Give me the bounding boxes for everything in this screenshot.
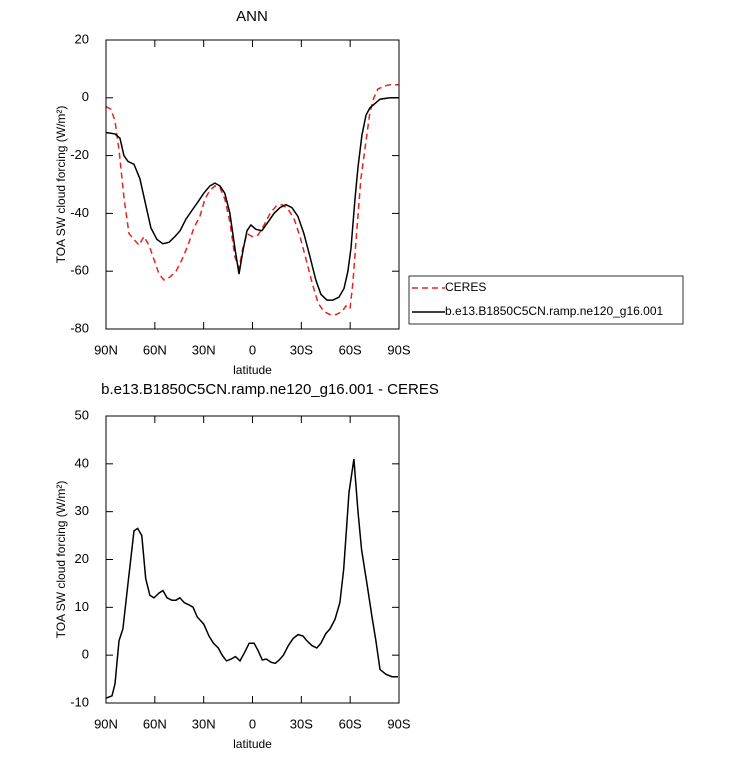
y-tick-label: 40 xyxy=(75,455,89,470)
x-tick-label: 60N xyxy=(143,716,167,731)
y-tick-label: 0 xyxy=(82,647,89,662)
x-tick-label: 30S xyxy=(290,716,313,731)
x-tick-label: 0 xyxy=(249,342,256,357)
y-tick-label: 20 xyxy=(75,31,89,46)
y-tick-label: 0 xyxy=(82,89,89,104)
y-tick-label: -10 xyxy=(70,694,89,709)
x-tick-label: 60S xyxy=(339,716,362,731)
x-tick-label: 30N xyxy=(192,716,216,731)
x-tick-label: 90N xyxy=(94,716,118,731)
legend-label: CERES xyxy=(445,280,486,294)
y-axis-label: TOA SW cloud forcing (W/m²) xyxy=(54,481,68,639)
y-tick-label: 50 xyxy=(75,407,89,422)
y-axis-label: TOA SW cloud forcing (W/m²) xyxy=(54,106,68,264)
x-tick-label: 0 xyxy=(249,716,256,731)
x-tick-label: 30S xyxy=(290,342,313,357)
legend-box xyxy=(408,275,684,325)
legend-label: b.e13.B1850C5CN.ramp.ne120_g16.001 xyxy=(445,304,663,318)
y-tick-label: -80 xyxy=(70,320,89,335)
data-line xyxy=(105,458,398,699)
x-tick-label: 30N xyxy=(192,342,216,357)
data-line xyxy=(105,97,399,301)
data-line xyxy=(105,84,399,316)
y-tick-label: -20 xyxy=(70,147,89,162)
x-tick-label: 60N xyxy=(143,342,167,357)
y-tick-label: 20 xyxy=(75,551,89,566)
x-tick-label: 90S xyxy=(387,716,410,731)
y-tick-label: 30 xyxy=(75,503,89,518)
y-tick-label: 10 xyxy=(75,599,89,614)
x-axis-label: latitude xyxy=(233,363,272,377)
x-tick-label: 60S xyxy=(339,342,362,357)
plot-frame xyxy=(105,39,400,330)
y-tick-label: -60 xyxy=(70,263,89,278)
y-tick-label: -40 xyxy=(70,205,89,220)
chart-title: b.e13.B1850C5CN.ramp.ne120_g16.001 - CER… xyxy=(101,381,439,398)
x-tick-label: 90N xyxy=(94,342,118,357)
x-tick-label: 90S xyxy=(387,342,410,357)
x-axis-label: latitude xyxy=(233,737,272,751)
plot-frame xyxy=(105,415,400,704)
chart-title: ANN xyxy=(236,8,268,25)
